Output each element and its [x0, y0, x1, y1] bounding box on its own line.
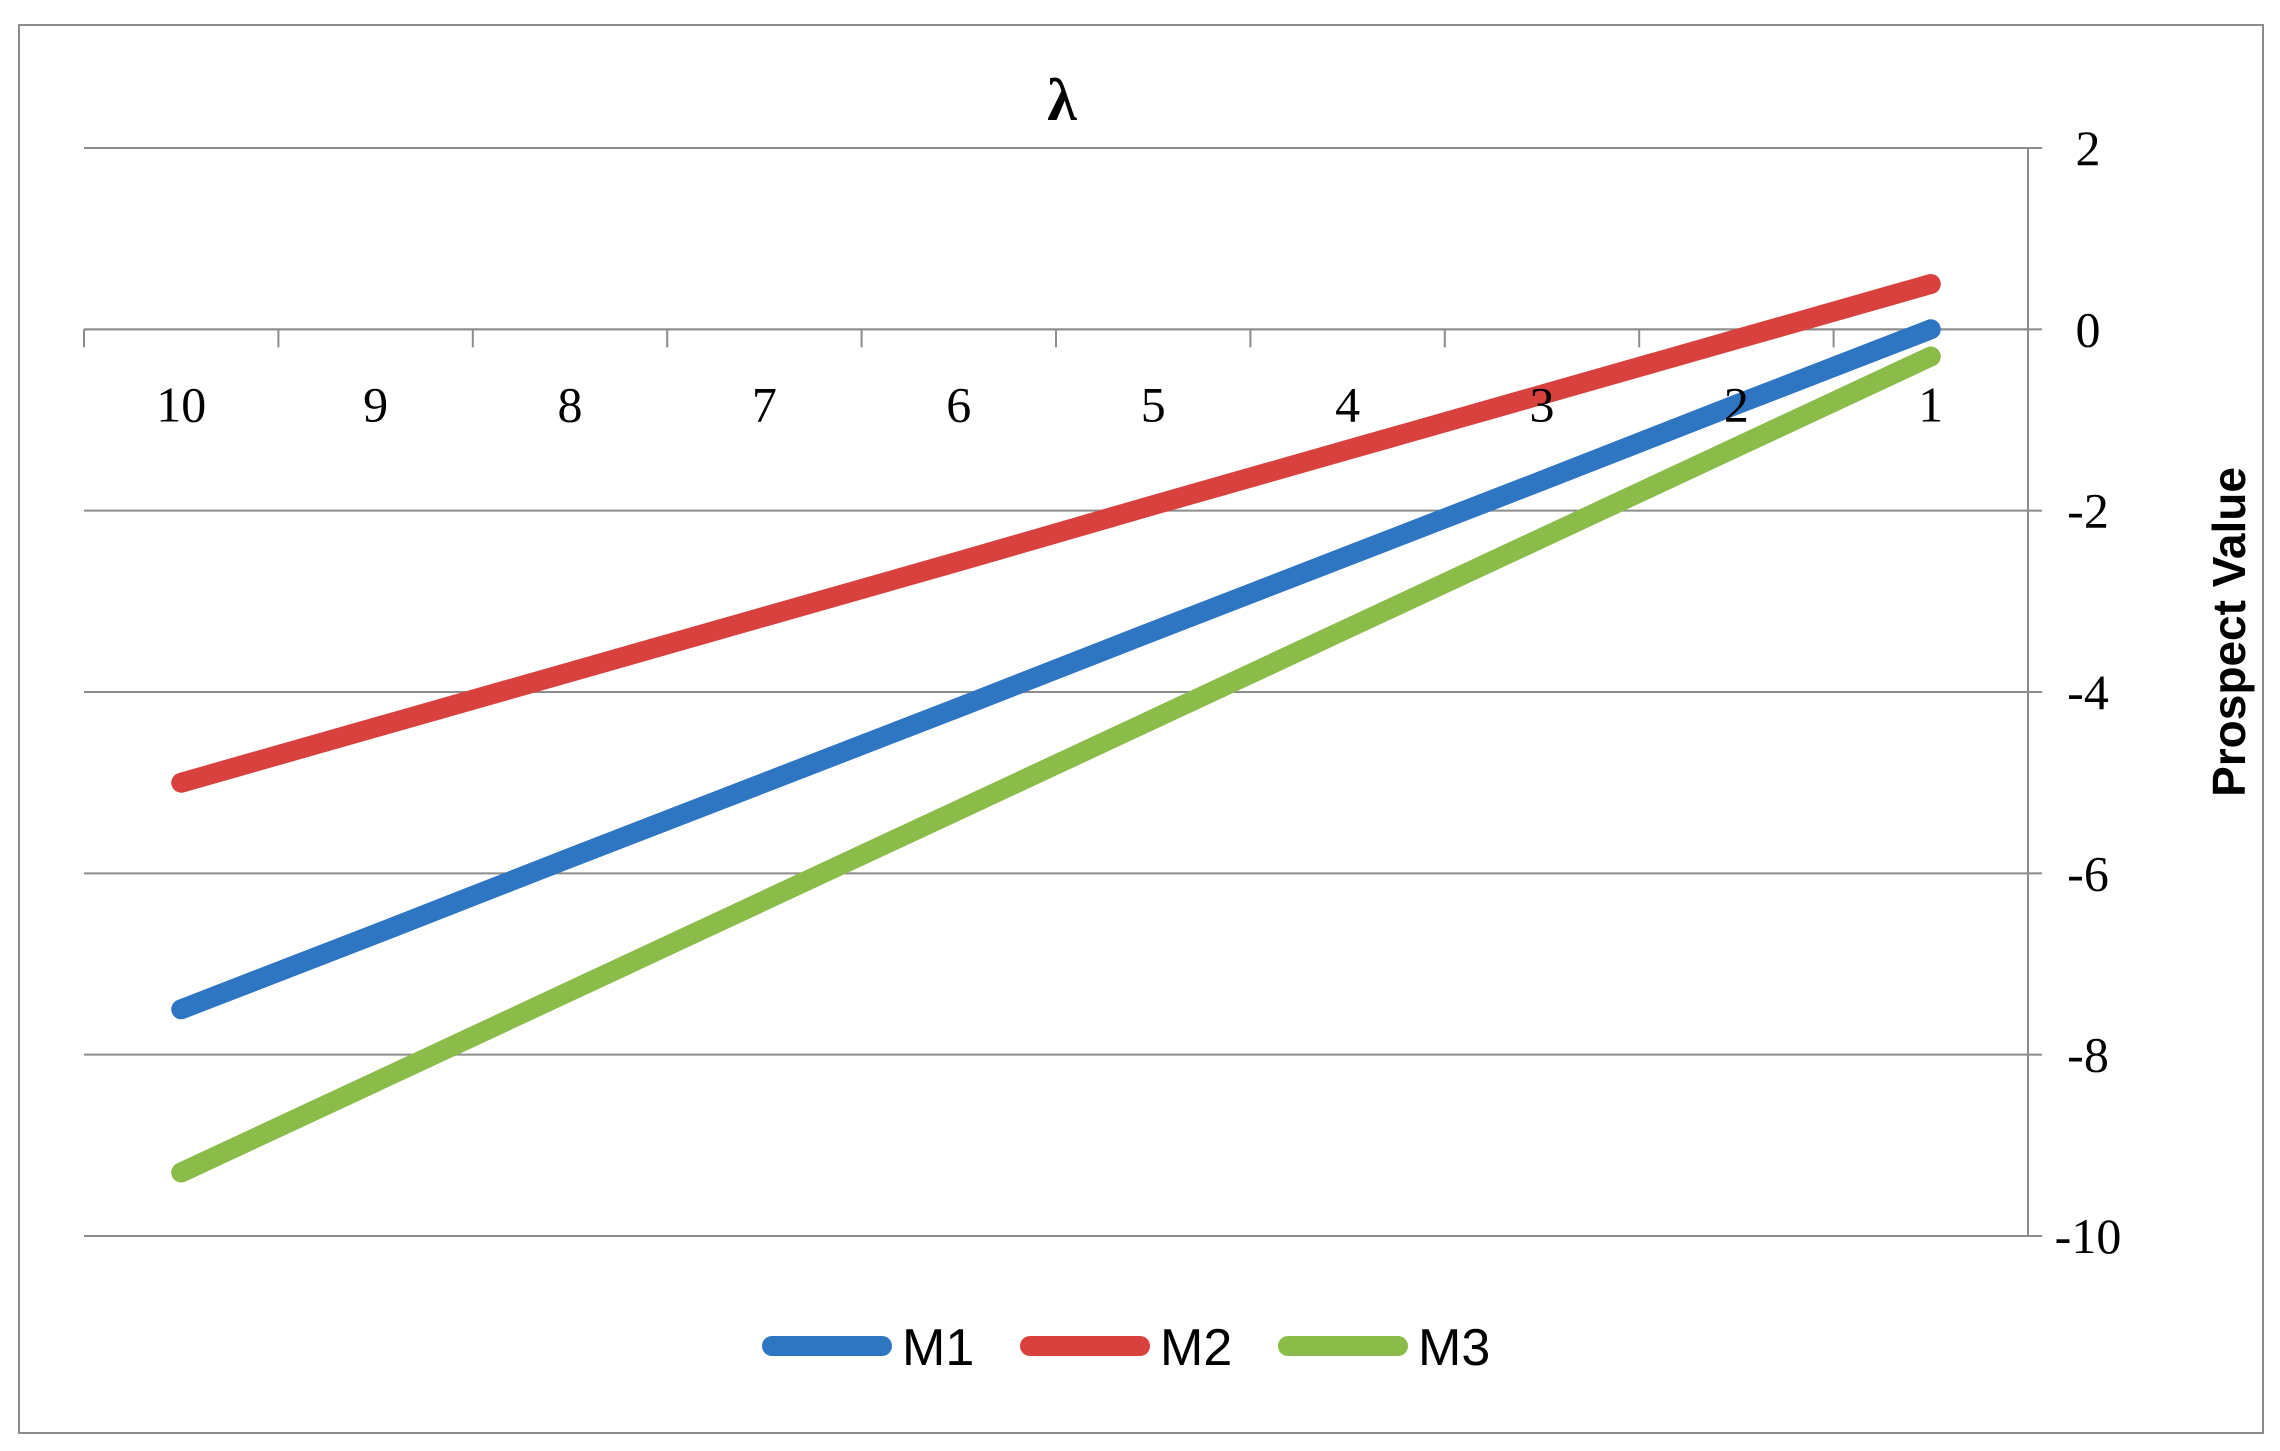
x-tick-label: 10	[156, 376, 206, 432]
x-tick-label: 4	[1335, 376, 1360, 432]
chart-title: λ	[1047, 67, 1077, 133]
x-tick-label: 7	[752, 376, 777, 432]
y-tick-label: -10	[2055, 1208, 2122, 1264]
axes	[83, 147, 2042, 1237]
x-tick-label: 2	[1724, 376, 1749, 432]
x-tick-label: 8	[558, 376, 583, 432]
legend: M1 M2 M3	[762, 1319, 1490, 1377]
x-tick-label: 1	[1918, 376, 1943, 432]
legend-label-m1: M1	[902, 1319, 974, 1377]
x-tick-label: 5	[1141, 376, 1166, 432]
y-tick-label: 2	[2076, 120, 2101, 176]
y-tick-label: -6	[2067, 845, 2109, 901]
legend-label-m3: M3	[1418, 1319, 1490, 1377]
y-tick-label: 0	[2076, 301, 2101, 357]
series-line-m2	[171, 274, 1941, 793]
x-tick-label: 6	[946, 376, 971, 432]
x-tick-label: 9	[363, 376, 388, 432]
series-line-m1	[171, 319, 1941, 1020]
y-tick-label: -8	[2067, 1027, 2109, 1083]
legend-label-m2: M2	[1160, 1319, 1232, 1377]
y-tick-label: -4	[2067, 664, 2109, 720]
series-line-m3	[171, 346, 1941, 1183]
y-tick-label: -2	[2067, 483, 2109, 539]
y-axis-label: Prospect Value	[2203, 467, 2255, 797]
tick-labels: 2 0 -2 -4 -6 -8 -10 10 9 8 7 6 5 4 3 2 1	[156, 120, 2121, 1264]
series-lines	[171, 274, 1941, 1183]
x-tick-label: 3	[1530, 376, 1555, 432]
